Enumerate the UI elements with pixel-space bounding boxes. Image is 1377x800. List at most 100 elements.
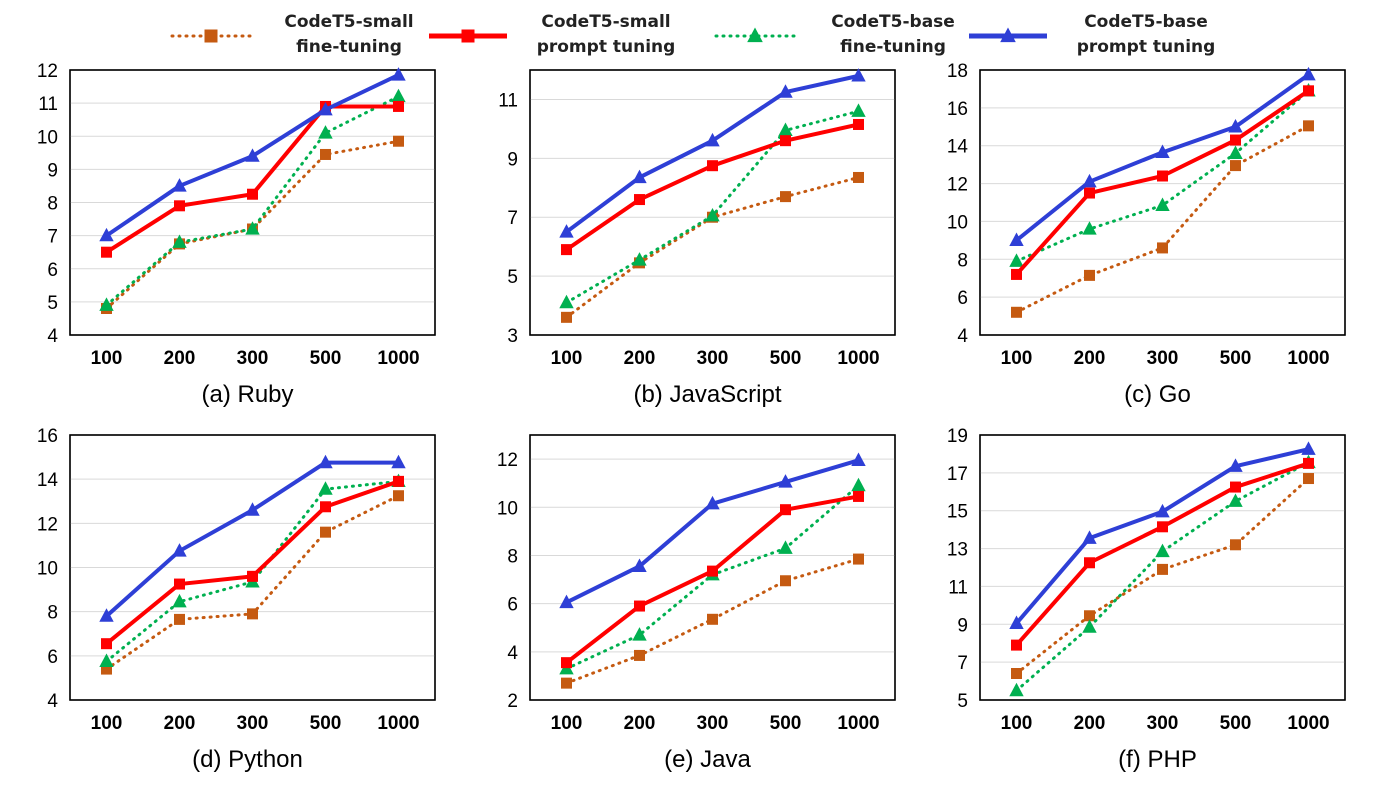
y-tick-label: 10 xyxy=(37,127,58,148)
series-small_pt xyxy=(561,490,864,669)
y-tick-label: 10 xyxy=(497,498,518,519)
legend-label: CodeT5-base prompt tuning xyxy=(1061,10,1231,60)
x-tick-label: 500 xyxy=(770,713,802,734)
legend-marker xyxy=(747,27,763,43)
y-tick-label: 10 xyxy=(37,559,58,580)
data-point xyxy=(561,244,572,256)
data-point xyxy=(1009,232,1024,247)
data-point xyxy=(245,502,260,516)
y-tick-label: 14 xyxy=(947,137,969,158)
data-point xyxy=(561,657,572,669)
y-tick-label: 8 xyxy=(47,603,58,624)
data-point xyxy=(1157,242,1168,254)
data-point xyxy=(1082,619,1097,633)
y-tick-label: 11 xyxy=(498,90,518,111)
x-tick-label: 200 xyxy=(164,348,196,369)
chart-panel: 4 6 8 10 12 14 16 100 200 300 500 1000 (d) Python xyxy=(0,425,436,800)
y-tick-label: 16 xyxy=(37,426,58,447)
series-small_ft xyxy=(561,553,864,689)
data-point xyxy=(632,627,647,641)
data-point xyxy=(851,103,866,117)
data-point xyxy=(1230,539,1241,551)
data-point xyxy=(778,540,793,554)
legend-swatch xyxy=(969,27,1047,43)
y-tick-label: 5 xyxy=(507,267,518,288)
series-line xyxy=(105,139,400,310)
chart-svg: 4 6 8 10 12 14 16 100 200 300 500 1000 (d) Python xyxy=(37,426,436,773)
data-point xyxy=(247,570,258,582)
data-point xyxy=(1082,530,1097,544)
x-tick-label: 500 xyxy=(310,713,342,734)
data-point xyxy=(172,543,187,557)
legend-label-line2: prompt tuning xyxy=(536,37,676,57)
data-point xyxy=(247,188,258,200)
legend-swatch xyxy=(714,27,796,43)
x-tick-label: 200 xyxy=(164,713,196,734)
data-point xyxy=(245,148,260,162)
y-tick-label: 8 xyxy=(957,250,968,271)
x-tick-label: 100 xyxy=(551,713,583,734)
data-point xyxy=(705,495,720,510)
chart-svg: 3 5 7 9 11 100 200 300 500 1000 (b) JavaScript xyxy=(498,68,896,408)
data-point xyxy=(245,221,260,235)
y-tick-label: 12 xyxy=(37,61,58,82)
y-tick-label: 9 xyxy=(957,615,968,636)
x-tick-label: 1000 xyxy=(1287,348,1329,369)
x-tick-label: 200 xyxy=(624,713,656,734)
x-tick-label: 500 xyxy=(1220,713,1252,734)
data-point xyxy=(99,653,114,668)
x-tick-label: 300 xyxy=(1147,713,1179,734)
series-line xyxy=(105,95,400,307)
data-point xyxy=(780,575,791,587)
data-point xyxy=(101,663,112,675)
data-point xyxy=(101,246,112,258)
data-point xyxy=(1228,458,1243,472)
chart-panel: 3 5 7 9 11 100 200 300 500 1000 (b) JavaScript xyxy=(460,60,896,435)
y-tick-label: 5 xyxy=(957,691,968,712)
data-point xyxy=(391,454,406,469)
data-point xyxy=(393,475,404,487)
y-tick-label: 5 xyxy=(47,293,58,314)
y-tick-label: 11 xyxy=(38,94,58,115)
y-tick-label: 2 xyxy=(507,691,518,712)
plot-area xyxy=(529,69,896,336)
legend-marker xyxy=(204,29,218,43)
legend-label-line2: fine-tuning xyxy=(296,37,402,57)
chart-svg: 4 6 8 10 12 14 16 18 100 200 300 500 1000 (c) Go xyxy=(947,61,1346,408)
data-point xyxy=(853,490,864,502)
data-point xyxy=(780,191,791,203)
chart-svg: 2 4 6 8 10 12 100 200 300 500 1000 (e) Java xyxy=(497,434,896,773)
data-point xyxy=(101,638,112,650)
y-tick-label: 9 xyxy=(47,160,58,181)
y-tick-label: 16 xyxy=(947,99,968,120)
y-tick-label: 14 xyxy=(37,470,59,491)
data-point xyxy=(634,600,645,612)
y-tick-label: 4 xyxy=(507,643,518,664)
legend-swatch xyxy=(170,29,252,43)
data-point xyxy=(1011,268,1022,280)
data-point xyxy=(1230,481,1241,493)
data-point xyxy=(851,477,866,492)
chart-title: (d) Python xyxy=(192,746,303,773)
data-point xyxy=(632,558,647,572)
data-point xyxy=(318,454,333,469)
data-point xyxy=(1082,221,1097,235)
data-point xyxy=(393,100,404,112)
series-base_pt xyxy=(559,68,866,238)
data-point xyxy=(1009,682,1024,697)
data-point xyxy=(320,501,331,513)
data-point xyxy=(99,608,114,622)
data-point xyxy=(174,613,185,625)
data-point xyxy=(1301,441,1316,455)
data-point xyxy=(318,101,333,116)
legend-label: CodeT5-small fine-tuning xyxy=(264,10,434,60)
data-point xyxy=(778,84,793,98)
data-point xyxy=(853,118,864,130)
data-point xyxy=(1011,668,1022,679)
data-point xyxy=(1301,66,1316,81)
y-tick-label: 7 xyxy=(957,653,968,674)
data-point xyxy=(1155,503,1170,518)
data-point xyxy=(1157,563,1168,575)
y-tick-label: 4 xyxy=(957,326,968,347)
series-base_pt xyxy=(1009,441,1316,630)
